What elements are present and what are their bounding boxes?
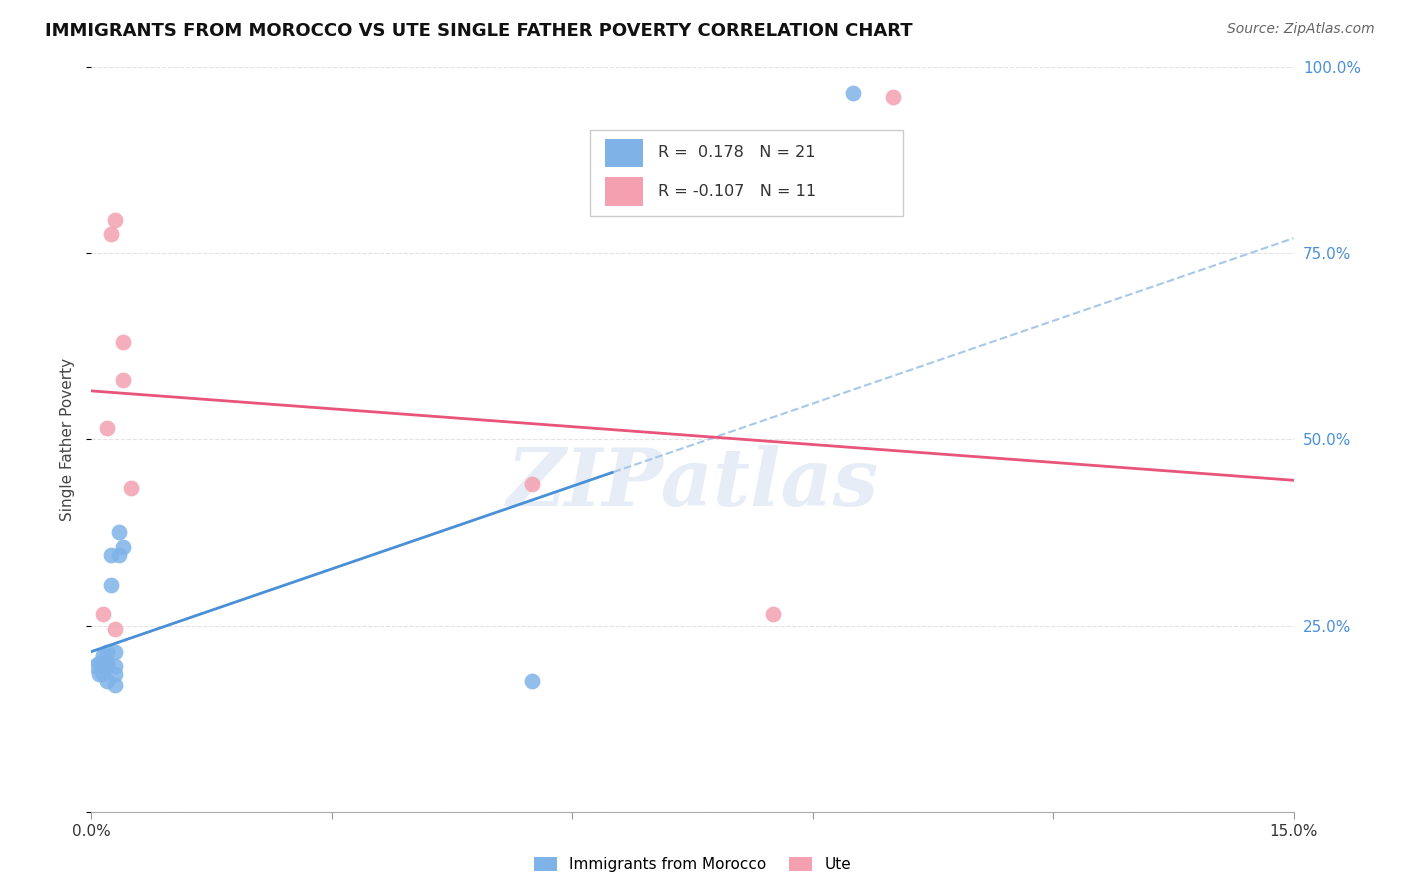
- Point: [100, 227, 122, 242]
- Point: [522, 674, 544, 689]
- Point: [96, 674, 118, 689]
- Point: [762, 607, 785, 622]
- Point: [96, 656, 118, 670]
- Point: [104, 678, 127, 692]
- Point: [96, 659, 118, 673]
- Point: [96, 421, 118, 435]
- Point: [93, 667, 115, 681]
- Point: [93, 648, 115, 663]
- Point: [522, 477, 544, 491]
- Point: [89, 667, 111, 681]
- Bar: [605, 178, 643, 205]
- Text: IMMIGRANTS FROM MOROCCO VS UTE SINGLE FATHER POVERTY CORRELATION CHART: IMMIGRANTS FROM MOROCCO VS UTE SINGLE FA…: [45, 22, 912, 40]
- Text: ZIPatlas: ZIPatlas: [506, 445, 879, 523]
- Point: [112, 541, 135, 555]
- Legend: Immigrants from Morocco, Ute: Immigrants from Morocco, Ute: [527, 851, 858, 879]
- Text: R = -0.107   N = 11: R = -0.107 N = 11: [658, 184, 815, 199]
- Point: [104, 212, 127, 227]
- Bar: [605, 139, 643, 167]
- FancyBboxPatch shape: [591, 130, 903, 216]
- Point: [108, 548, 131, 562]
- Point: [100, 548, 122, 562]
- Point: [108, 525, 131, 540]
- Point: [104, 667, 127, 681]
- Point: [121, 481, 143, 495]
- Point: [89, 656, 111, 670]
- Point: [100, 577, 122, 591]
- Point: [93, 659, 115, 673]
- Text: R =  0.178   N = 21: R = 0.178 N = 21: [658, 145, 815, 161]
- Point: [93, 607, 115, 622]
- Point: [104, 622, 127, 636]
- Point: [112, 373, 135, 387]
- Point: [84, 659, 107, 673]
- Point: [882, 89, 904, 103]
- Point: [104, 644, 127, 658]
- Point: [96, 644, 118, 658]
- Point: [841, 86, 863, 100]
- Point: [112, 335, 135, 350]
- Text: Source: ZipAtlas.com: Source: ZipAtlas.com: [1227, 22, 1375, 37]
- Point: [104, 659, 127, 673]
- Y-axis label: Single Father Poverty: Single Father Poverty: [60, 358, 76, 521]
